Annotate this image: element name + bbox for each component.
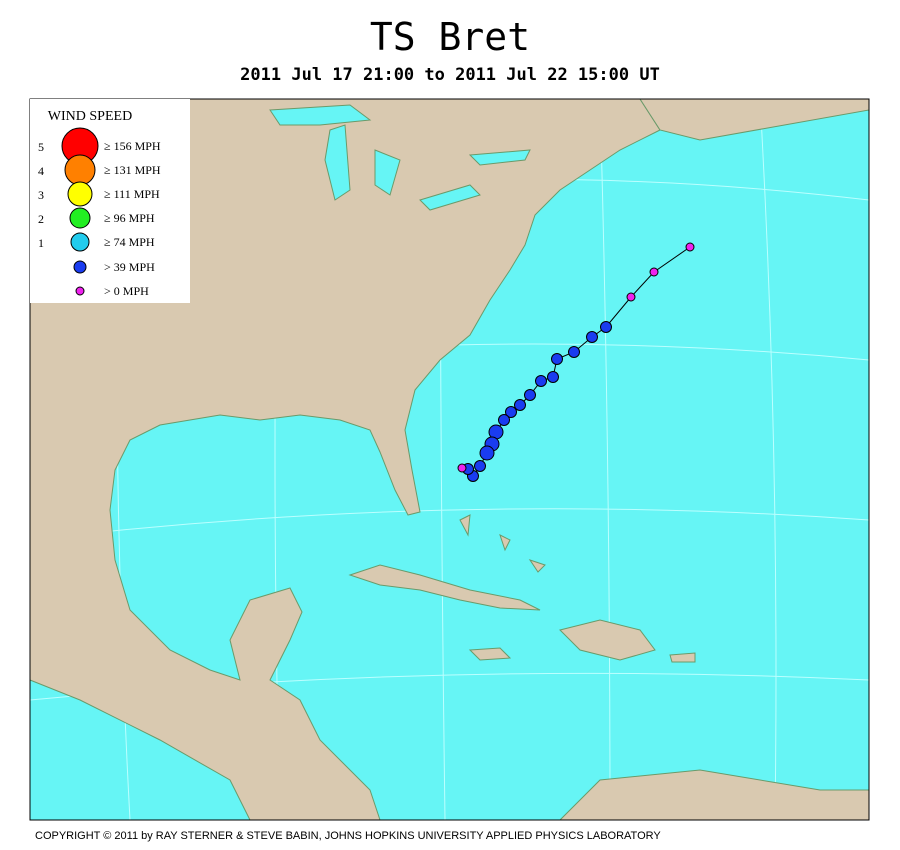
legend-label: ≥ 96 MPH xyxy=(104,211,155,225)
track-point xyxy=(685,242,695,252)
legend-category: 1 xyxy=(38,236,44,250)
track-point xyxy=(626,292,636,302)
legend-swatch xyxy=(75,286,85,296)
track-point xyxy=(535,375,547,387)
track-point xyxy=(514,399,526,411)
legend-category: 2 xyxy=(38,212,44,226)
legend-label: ≥ 74 MPH xyxy=(104,235,155,249)
track-point xyxy=(474,460,486,472)
legend-swatch xyxy=(70,232,90,252)
legend-category: 3 xyxy=(38,188,44,202)
track-point xyxy=(586,331,598,343)
copyright: COPYRIGHT © 2011 by RAY STERNER & STEVE … xyxy=(35,830,661,842)
legend-swatch xyxy=(67,181,93,207)
storm-track xyxy=(457,242,695,482)
track-point xyxy=(505,406,517,418)
track-point xyxy=(524,389,536,401)
track-point xyxy=(457,463,467,473)
lakes xyxy=(269,104,531,211)
legend: WIND SPEED 5 ≥ 156 MPH 4 ≥ 131 MPH 3 ≥ 111 MP… xyxy=(30,99,190,303)
legend-label: ≥ 131 MPH xyxy=(104,163,161,177)
legend-box xyxy=(30,99,190,303)
track-point xyxy=(479,445,495,461)
map-frame xyxy=(29,98,870,821)
legend-title: WIND SPEED xyxy=(48,109,132,124)
track-point xyxy=(568,346,580,358)
legend-swatch xyxy=(73,260,87,274)
legend-label: > 0 MPH xyxy=(104,284,149,298)
track-point xyxy=(649,267,659,277)
legend-category: 5 xyxy=(38,140,44,154)
legend-category: 4 xyxy=(38,164,44,178)
subtitle: 2011 Jul 17 21:00 to 2011 Jul 22 15:00 U… xyxy=(240,65,660,85)
track-point xyxy=(551,353,563,365)
title: TS Bret xyxy=(370,15,530,59)
track-point xyxy=(547,371,559,383)
legend-label: > 39 MPH xyxy=(104,260,155,274)
legend-label: ≥ 111 MPH xyxy=(104,187,160,201)
legend-swatch xyxy=(69,207,91,229)
legend-swatch xyxy=(64,154,96,186)
track-point xyxy=(498,414,510,426)
legend-label: ≥ 156 MPH xyxy=(104,139,161,153)
track-point xyxy=(600,321,612,333)
